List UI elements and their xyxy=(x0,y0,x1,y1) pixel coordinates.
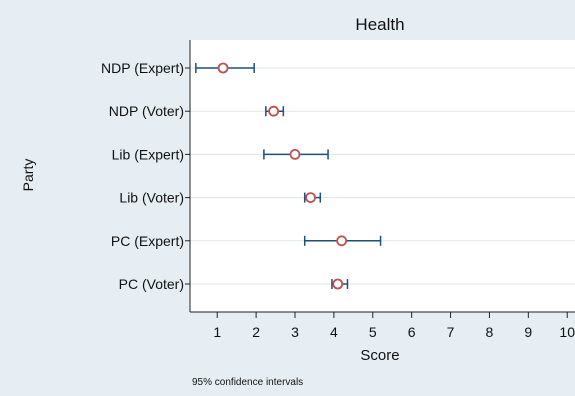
y-axis-label: Party xyxy=(20,159,36,192)
point-marker xyxy=(217,62,229,74)
category-label: NDP (Voter) xyxy=(109,103,184,119)
confidence-note: 95% confidence intervals xyxy=(192,377,303,388)
category-labels: NDP (Expert) NDP (Voter) Lib (Expert) Lib (… xyxy=(101,60,190,292)
chart-title: Health xyxy=(355,15,404,34)
x-tick-label: 3 xyxy=(291,324,299,340)
category-label: Lib (Expert) xyxy=(112,146,184,162)
x-tick-label: 7 xyxy=(447,324,455,340)
plot-area xyxy=(190,40,575,312)
category-label: NDP (Expert) xyxy=(101,60,184,76)
estimate-lib-voter xyxy=(303,192,322,204)
x-axis-label: Score xyxy=(360,347,399,364)
category-label: PC (Expert) xyxy=(111,233,184,249)
estimate-pc-voter xyxy=(331,278,349,290)
point-marker xyxy=(268,105,280,117)
estimate-ndp-expert xyxy=(195,62,255,74)
x-tick-label: 8 xyxy=(486,324,494,340)
x-tick-label: 9 xyxy=(524,324,532,340)
x-tick-label: 6 xyxy=(408,324,416,340)
data-marks xyxy=(195,62,382,290)
category-label: Lib (Voter) xyxy=(119,190,184,206)
x-tick-label: 2 xyxy=(252,324,260,340)
x-tick-label: 4 xyxy=(330,324,338,340)
point-marker xyxy=(332,278,344,290)
category-label: PC (Voter) xyxy=(119,276,184,292)
x-tick-label: 1 xyxy=(213,324,221,340)
axes xyxy=(189,40,575,313)
gridlines xyxy=(190,67,575,285)
x-ticks: 1 2 3 4 5 6 7 8 9 10 xyxy=(213,312,575,340)
estimate-lib-expert xyxy=(263,148,329,160)
x-tick-label: 5 xyxy=(369,324,377,340)
point-marker xyxy=(289,148,301,160)
x-tick-label: 10 xyxy=(559,324,575,340)
point-marker xyxy=(305,192,316,204)
estimate-ndp-voter xyxy=(265,105,285,117)
estimate-pc-expert xyxy=(303,235,382,247)
point-marker xyxy=(336,235,348,247)
